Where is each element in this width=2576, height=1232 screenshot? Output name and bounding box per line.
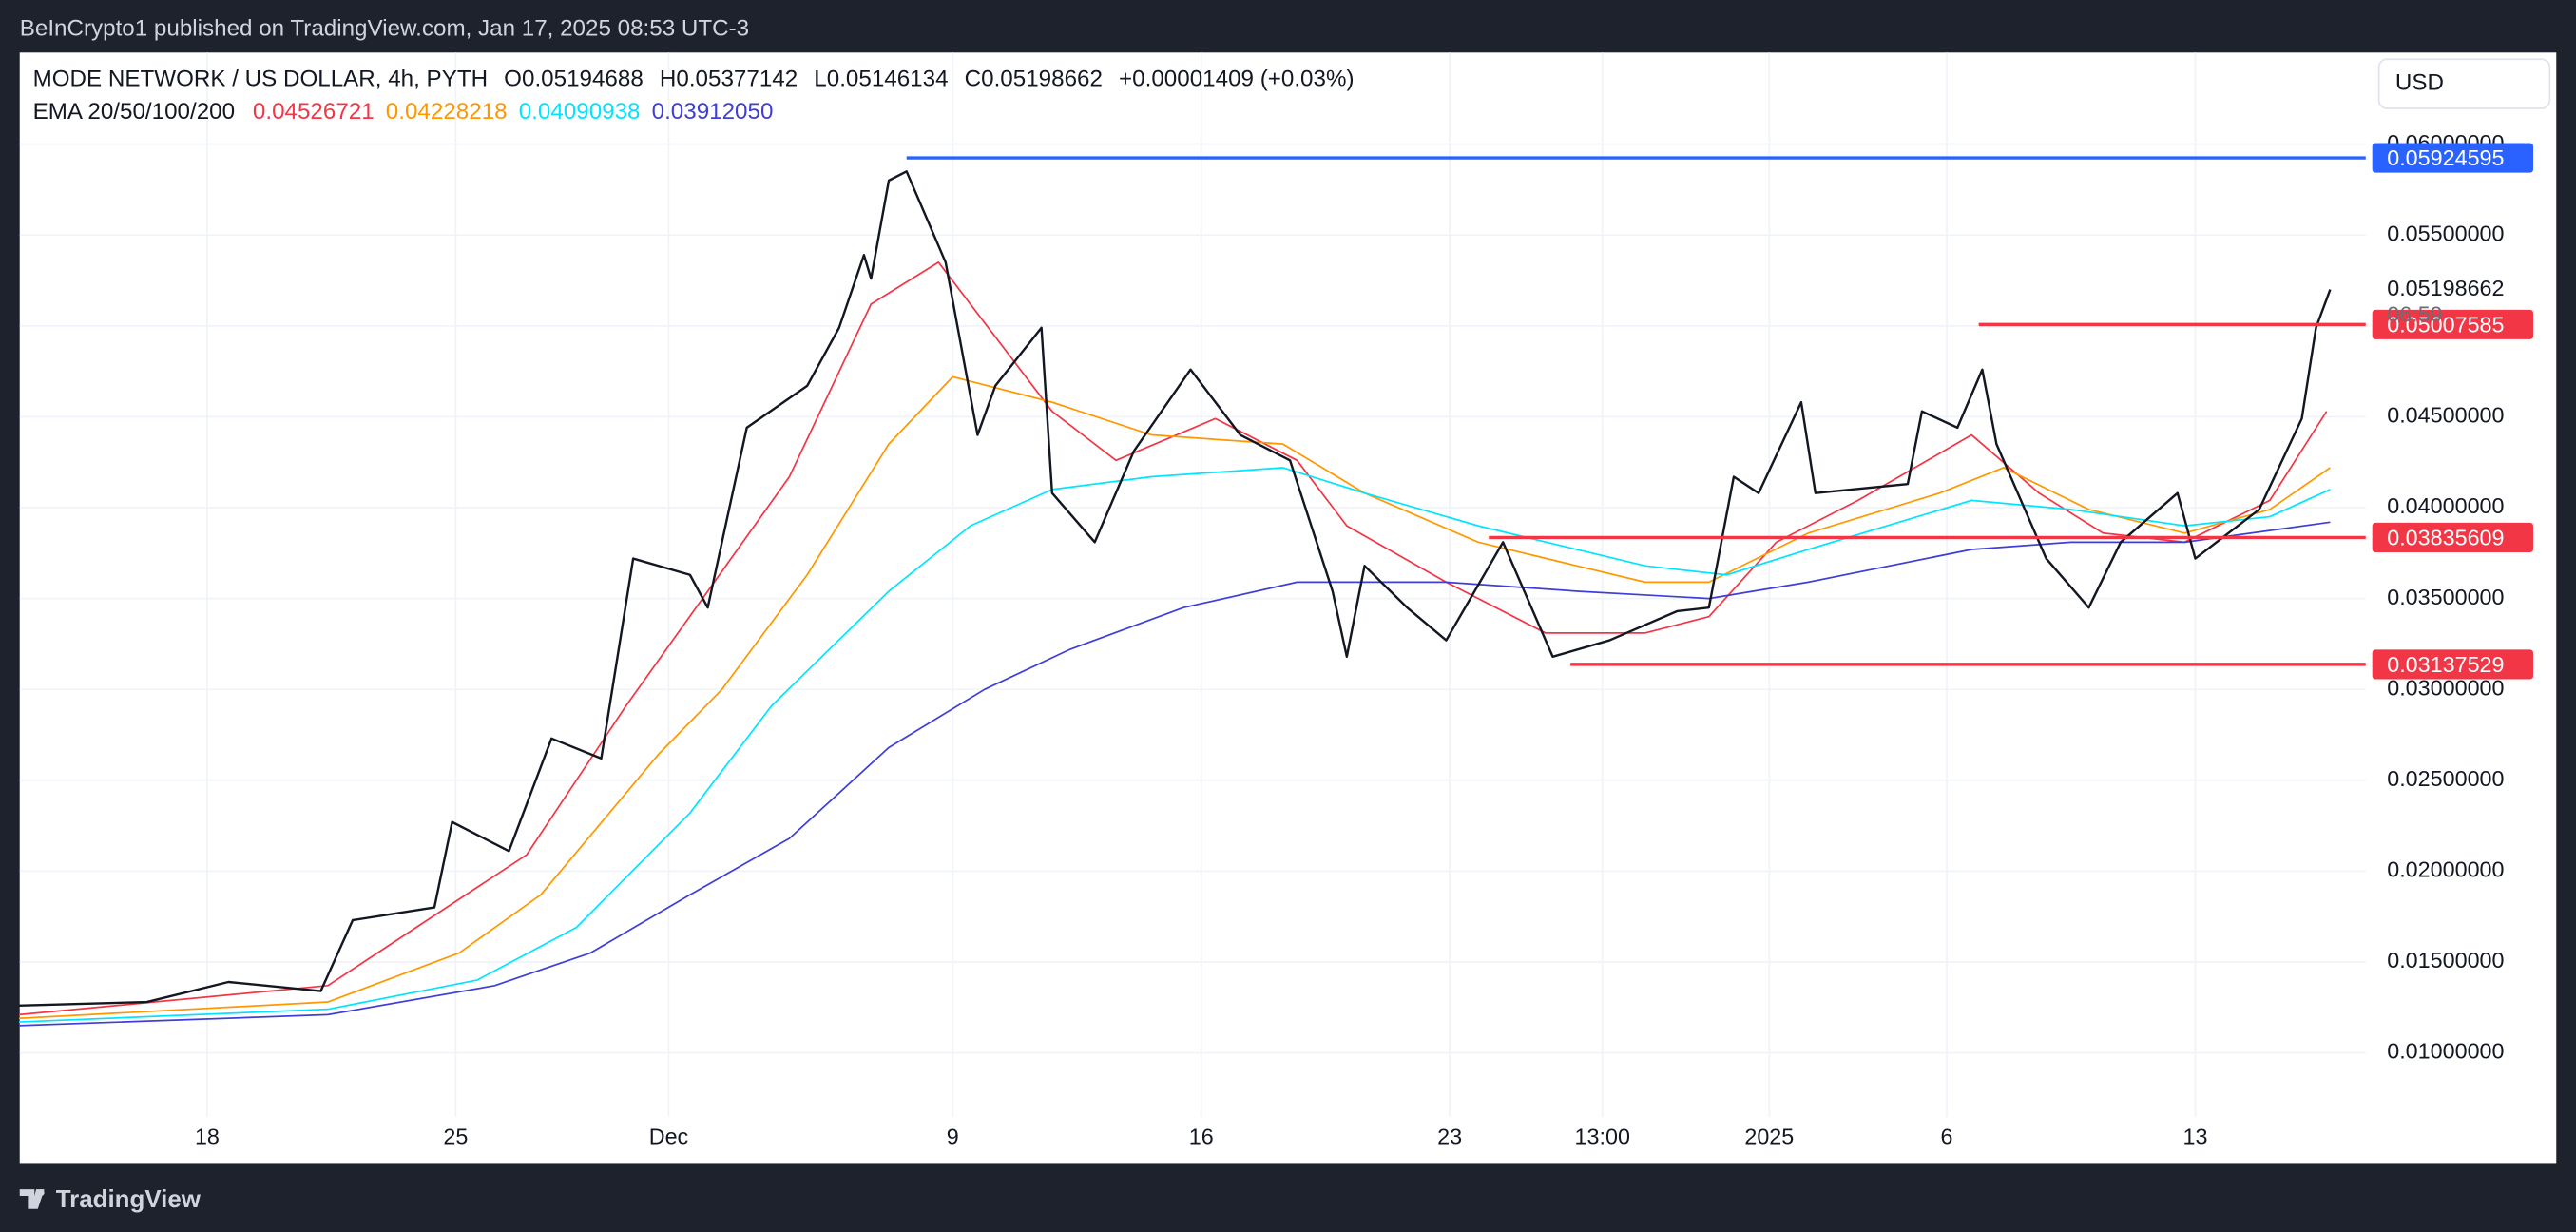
line bbox=[18, 467, 2331, 1023]
indicator-line: EMA 20/50/100/200 0.04526721 0.04228218 0.… bbox=[33, 100, 774, 125]
x-tick-label: 2025 bbox=[1744, 1125, 1794, 1149]
line bbox=[18, 261, 2328, 1016]
grid bbox=[19, 52, 2366, 1118]
x-tick-label: 18 bbox=[195, 1125, 220, 1149]
logo-dot bbox=[37, 1189, 45, 1196]
level-badge bbox=[2372, 522, 2534, 552]
line bbox=[18, 521, 2331, 1027]
x-tick-label: 13 bbox=[2183, 1125, 2208, 1149]
currency[interactable]: USD bbox=[2395, 70, 2444, 96]
y-tick-label: 0.02500000 bbox=[2387, 766, 2504, 791]
x-tick-label: 13:00 bbox=[1575, 1125, 1630, 1149]
logo-icon bbox=[19, 1189, 45, 1209]
y-tick-label: 0.01500000 bbox=[2387, 948, 2504, 972]
level-badge bbox=[2372, 143, 2534, 173]
y-tick-label: 0.02000000 bbox=[2387, 857, 2504, 882]
close: C0.05198662 bbox=[965, 67, 1103, 92]
low: L0.05146134 bbox=[814, 67, 948, 92]
x-tick-label: 23 bbox=[1437, 1125, 1462, 1149]
plot bbox=[18, 156, 2366, 1027]
y-tick-label: 0.03500000 bbox=[2387, 585, 2504, 609]
y-tick-label: 0.04500000 bbox=[2387, 403, 2504, 428]
countdown: 06:59 bbox=[2387, 302, 2442, 327]
brand: TradingView bbox=[56, 1186, 202, 1213]
symbol: MODE NETWORK / US DOLLAR, 4h, PYTH bbox=[33, 67, 489, 92]
currency-button[interactable] bbox=[2377, 58, 2551, 109]
chart-area bbox=[19, 52, 2557, 1164]
legend: MODE NETWORK / US DOLLAR, 4h, PYTH O0.05… bbox=[33, 67, 1355, 125]
level-label: 0.03137529 bbox=[2387, 652, 2504, 677]
ema-value: 0.03912050 bbox=[652, 100, 774, 125]
published-note: BeInCrypto1 published on TradingView.com… bbox=[20, 15, 749, 41]
level-badge bbox=[2372, 309, 2534, 339]
level-label: 0.05924595 bbox=[2387, 145, 2504, 170]
last-price: 0.05198662 bbox=[2387, 276, 2504, 300]
indicator: EMA 20/50/100/200 bbox=[33, 100, 236, 125]
footer-logo: TradingView bbox=[19, 1186, 202, 1213]
y-tick-label: 0.03000000 bbox=[2387, 675, 2504, 700]
change: +0.00001409 (+0.03%) bbox=[1119, 67, 1354, 92]
line bbox=[18, 375, 2331, 1020]
ema-value: 0.04090938 bbox=[519, 100, 641, 125]
ema-value: 0.04228218 bbox=[386, 100, 508, 125]
level-label: 0.03835609 bbox=[2387, 525, 2504, 549]
x-tick-label: 9 bbox=[947, 1125, 959, 1149]
level-label: 0.05007585 bbox=[2387, 312, 2504, 337]
line bbox=[18, 170, 2332, 1008]
open: O0.05194688 bbox=[504, 67, 644, 92]
axes: 18 25 Dec 9 16 23 13:00 2025 6 13 0.01000000 0.0150… bbox=[195, 130, 2534, 1149]
x-tick-label: 25 bbox=[443, 1125, 468, 1149]
level-badge bbox=[2372, 649, 2534, 680]
x-tick-label: 6 bbox=[1941, 1125, 1953, 1149]
y-tick-label: 0.01000000 bbox=[2387, 1039, 2504, 1064]
high: H0.05377142 bbox=[660, 67, 798, 92]
x-tick-label: Dec bbox=[649, 1125, 689, 1149]
x-tick-label: 16 bbox=[1189, 1125, 1214, 1149]
ema-value: 0.04526721 bbox=[253, 100, 375, 125]
y-tick-label: 0.04000000 bbox=[2387, 493, 2504, 518]
symbol-line: MODE NETWORK / US DOLLAR, 4h, PYTH O0.05… bbox=[33, 67, 1355, 92]
y-tick-label: 0.05500000 bbox=[2387, 221, 2504, 245]
